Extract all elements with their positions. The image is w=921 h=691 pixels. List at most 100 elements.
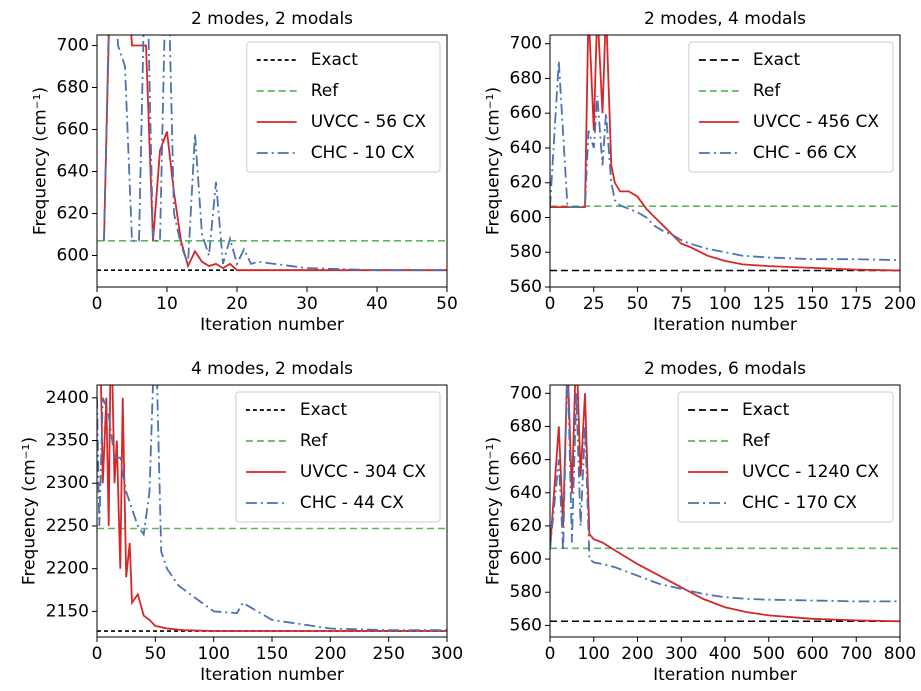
legend-label: UVCC - 304 CX xyxy=(300,462,426,482)
x-axis-label: Iteration number xyxy=(200,315,344,335)
series-line xyxy=(550,385,900,603)
x-tick-label: 75 xyxy=(670,294,692,314)
legend-label: Ref xyxy=(742,431,771,451)
x-tick-label: 150 xyxy=(796,294,828,314)
legend-label: Exact xyxy=(753,50,801,70)
x-tick-label: 400 xyxy=(709,644,741,664)
legend-box xyxy=(688,41,894,173)
y-tick-label: 580 xyxy=(510,242,542,262)
y-axis-label: Frequency (cm⁻¹) xyxy=(484,437,504,585)
x-axis-label: Iteration number xyxy=(200,665,344,685)
y-tick-label: 620 xyxy=(57,204,89,224)
series-line xyxy=(550,385,900,623)
series-line xyxy=(103,35,447,272)
x-tick-label: 200 xyxy=(314,644,346,664)
y-tick-label: 2150 xyxy=(46,601,89,621)
legend-label: UVCC - 1240 CX xyxy=(742,462,879,482)
x-tick-label: 30 xyxy=(296,294,318,314)
y-tick-label: 640 xyxy=(510,483,542,503)
x-tick-label: 100 xyxy=(709,294,741,314)
series-group xyxy=(550,385,900,623)
subplot: 4 modes, 2 modals 0 50 100 150 200 250 300 2150 2… xyxy=(20,359,463,685)
legend: Exact Ref UVCC - 304 CX CHC - 44 CX xyxy=(235,391,441,523)
x-tick-label: 125 xyxy=(753,294,785,314)
y-tick-label: 600 xyxy=(57,246,89,266)
legend-box xyxy=(677,391,894,523)
legend-label: Exact xyxy=(311,50,359,70)
legend-label: CHC - 44 CX xyxy=(300,493,404,513)
subplot-title: 2 modes, 2 modals xyxy=(191,9,353,29)
x-tick-label: 50 xyxy=(627,294,649,314)
legend-label: Ref xyxy=(300,431,329,451)
series-group xyxy=(550,35,900,272)
y-tick-label: 580 xyxy=(510,582,542,602)
legend-label: UVCC - 56 CX xyxy=(311,112,427,132)
x-tick-label: 150 xyxy=(256,644,288,664)
y-tick-label: 2200 xyxy=(46,559,89,579)
x-axis-label: Iteration number xyxy=(653,315,797,335)
x-tick-label: 0 xyxy=(545,644,556,664)
x-tick-label: 800 xyxy=(884,644,916,664)
legend-label: Exact xyxy=(300,400,348,420)
y-tick-label: 700 xyxy=(57,36,89,56)
y-tick-label: 2300 xyxy=(46,473,89,493)
series-line xyxy=(550,61,900,261)
series-group xyxy=(97,35,447,272)
x-tick-label: 300 xyxy=(431,644,463,664)
series-line xyxy=(100,385,447,632)
y-tick-label: 660 xyxy=(57,120,89,140)
x-tick-label: 200 xyxy=(884,294,916,314)
axes-frame xyxy=(549,34,901,288)
x-tick-label: 300 xyxy=(665,644,697,664)
x-axis-label: Iteration number xyxy=(653,665,797,685)
y-tick-label: 2400 xyxy=(46,388,89,408)
x-tick-label: 100 xyxy=(197,644,229,664)
x-tick-label: 25 xyxy=(583,294,605,314)
x-tick-label: 0 xyxy=(92,644,103,664)
subplot: 2 modes, 4 modals 0 25 50 75 100 125 150 175 200 5… xyxy=(484,9,917,335)
legend: Exact Ref UVCC - 456 CX CHC - 66 CX xyxy=(688,41,894,173)
y-tick-label: 560 xyxy=(510,277,542,297)
y-axis-label: Frequency (cm⁻¹) xyxy=(20,437,40,585)
y-axis-label: Frequency (cm⁻¹) xyxy=(31,87,51,235)
series-group xyxy=(97,385,447,632)
x-tick-label: 0 xyxy=(92,294,103,314)
subplot: 2 modes, 2 modals 0 10 20 30 40 50 600 620 640 660… xyxy=(31,9,458,335)
y-tick-label: 2250 xyxy=(46,516,89,536)
legend-box xyxy=(235,391,441,523)
x-tick-label: 500 xyxy=(753,644,785,664)
series-line xyxy=(103,35,447,272)
axes-frame xyxy=(96,384,448,638)
legend: Exact Ref UVCC - 56 CX CHC - 10 CX xyxy=(246,41,441,173)
x-tick-label: 10 xyxy=(156,294,178,314)
x-tick-label: 40 xyxy=(366,294,388,314)
y-tick-label: 620 xyxy=(510,173,542,193)
y-tick-label: 700 xyxy=(510,34,542,54)
legend: Exact Ref UVCC - 1240 CX CHC - 170 CX xyxy=(677,391,894,523)
legend-label: Ref xyxy=(311,81,340,101)
series-line xyxy=(550,35,900,272)
y-axis-label: Frequency (cm⁻¹) xyxy=(484,87,504,235)
x-tick-label: 0 xyxy=(545,294,556,314)
y-tick-label: 560 xyxy=(510,615,542,635)
x-tick-label: 50 xyxy=(145,644,167,664)
subplot-title: 4 modes, 2 modals xyxy=(191,359,353,379)
x-tick-label: 200 xyxy=(621,644,653,664)
y-tick-label: 680 xyxy=(510,68,542,88)
axes-frame xyxy=(549,384,901,638)
x-tick-label: 50 xyxy=(436,294,458,314)
y-tick-label: 600 xyxy=(510,549,542,569)
x-tick-label: 250 xyxy=(372,644,404,664)
y-tick-label: 660 xyxy=(510,450,542,470)
y-tick-label: 660 xyxy=(510,103,542,123)
x-tick-label: 600 xyxy=(796,644,828,664)
y-tick-label: 620 xyxy=(510,516,542,536)
y-tick-label: 700 xyxy=(510,383,542,403)
y-tick-label: 640 xyxy=(510,138,542,158)
x-tick-label: 100 xyxy=(578,644,610,664)
legend-label: CHC - 10 CX xyxy=(311,143,415,163)
subplot: 2 modes, 6 modals 0 100 200 300 400 500 600 700 8… xyxy=(484,359,917,685)
x-tick-label: 700 xyxy=(840,644,872,664)
subplot-title: 2 modes, 4 modals xyxy=(644,9,806,29)
